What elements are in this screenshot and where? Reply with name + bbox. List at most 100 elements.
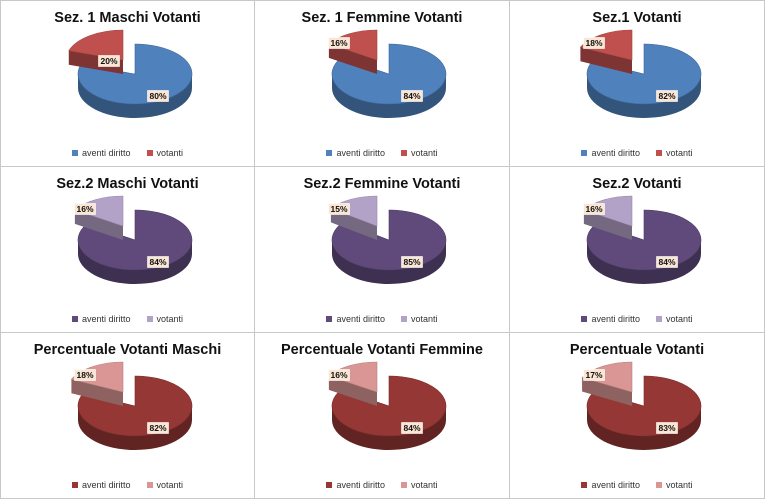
legend-swatch xyxy=(656,150,662,156)
slice-aventi-diritto-side xyxy=(587,240,701,284)
data-label-aventi-diritto: 85% xyxy=(403,257,420,267)
legend-item: votanti xyxy=(656,314,693,324)
legend-item: votanti xyxy=(656,148,693,158)
data-label-aventi-diritto: 84% xyxy=(403,423,420,433)
chart-legend: aventi diritto votanti xyxy=(255,148,509,158)
data-label-votanti-bg xyxy=(74,203,96,215)
legend-swatch xyxy=(656,316,662,322)
legend-swatch xyxy=(581,482,588,488)
slice-votanti-wall xyxy=(330,208,377,240)
legend-label: votanti xyxy=(411,480,438,490)
slice-votanti-wall xyxy=(580,47,632,74)
legend-swatch xyxy=(146,150,153,156)
chart-title: Sez.1 Votanti xyxy=(592,10,682,26)
data-label-aventi-diritto-bg xyxy=(656,256,678,268)
pie-chart: 82% 18% xyxy=(70,361,193,450)
slice-votanti-wall xyxy=(328,375,377,406)
chart-title: Sez. 1 Femmine Votanti xyxy=(301,10,463,26)
pie-chart: 84% 16% xyxy=(328,29,447,118)
slice-aventi-diritto-side xyxy=(587,406,701,450)
pie-chart: 82% 18% xyxy=(579,29,702,118)
data-label-aventi-diritto: 82% xyxy=(658,91,675,101)
legend-label: votanti xyxy=(666,314,693,324)
chart-legend: aventi diritto votanti xyxy=(1,314,254,324)
chart-title: Sez.2 Votanti xyxy=(592,176,682,192)
legend-swatch xyxy=(71,316,78,322)
chart-title: Sez.2 Femmine Votanti xyxy=(303,176,461,192)
pie-chart-panel: Sez. 1 Maschi Votanti 80% 20% aventi diritt… xyxy=(0,0,255,167)
data-label-votanti: 16% xyxy=(330,370,347,380)
pie-chart: 80% 20% xyxy=(68,29,193,118)
legend-item: aventi diritto xyxy=(71,148,131,158)
legend-item: votanti xyxy=(656,480,693,490)
data-label-votanti: 16% xyxy=(585,204,602,214)
legend-item: aventi diritto xyxy=(71,480,131,490)
slice-votanti-wall xyxy=(583,209,632,240)
data-label-aventi-diritto-bg xyxy=(147,422,169,434)
data-label-votanti: 18% xyxy=(585,38,602,48)
legend-swatch xyxy=(146,482,153,488)
slice-votanti-wall xyxy=(328,43,377,74)
legend-swatch xyxy=(71,482,78,488)
slice-aventi-diritto-side xyxy=(332,240,446,284)
slice-aventi-diritto-side xyxy=(332,74,446,118)
legend-swatch xyxy=(326,150,333,156)
legend-item: aventi diritto xyxy=(71,314,131,324)
pie-chart: 84% 16% xyxy=(583,195,702,284)
legend-item: votanti xyxy=(401,148,438,158)
slice-aventi-diritto-side xyxy=(78,406,192,450)
data-label-votanti: 16% xyxy=(76,204,93,214)
legend-label: votanti xyxy=(666,480,693,490)
data-label-aventi-diritto: 84% xyxy=(658,257,675,267)
data-label-aventi-diritto-bg xyxy=(656,422,678,434)
legend-label: aventi diritto xyxy=(81,148,131,158)
pie-chart: 84% 16% xyxy=(74,195,193,284)
legend-label: aventi diritto xyxy=(336,480,385,490)
chart-legend: aventi diritto votanti xyxy=(1,148,254,158)
pie-chart-panel: Sez.1 Votanti 82% 18% aventi diritto votanti xyxy=(509,0,765,167)
legend-label: aventi diritto xyxy=(336,314,385,324)
chart-legend: aventi diritto votanti xyxy=(255,480,509,490)
slice-votanti xyxy=(70,361,124,393)
legend-swatch xyxy=(401,150,407,156)
legend-label: votanti xyxy=(411,314,438,324)
legend-label: aventi diritto xyxy=(336,148,385,158)
data-label-aventi-diritto-bg xyxy=(401,90,423,102)
pie-chart: 83% 17% xyxy=(581,361,702,450)
data-label-votanti-bg xyxy=(328,37,350,49)
legend-item: aventi diritto xyxy=(326,314,385,324)
slice-votanti-wall xyxy=(68,50,123,74)
slice-votanti xyxy=(579,29,633,61)
legend-swatch xyxy=(401,316,407,322)
legend-item: votanti xyxy=(401,314,438,324)
slice-aventi-diritto-side xyxy=(587,74,701,118)
legend-item: votanti xyxy=(401,480,438,490)
data-label-aventi-diritto: 84% xyxy=(403,91,420,101)
pie-chart-panel: Sez. 1 Femmine Votanti 84% 16% aventi dirit… xyxy=(254,0,510,167)
slice-aventi-diritto-side xyxy=(332,406,446,450)
slice-votanti xyxy=(68,29,124,61)
legend-item: aventi diritto xyxy=(581,480,640,490)
legend-label: votanti xyxy=(156,148,184,158)
legend-label: aventi diritto xyxy=(591,148,640,158)
data-label-aventi-diritto: 80% xyxy=(149,91,166,101)
chart-title: Percentuale Votanti Maschi xyxy=(33,342,222,358)
legend-swatch xyxy=(71,150,78,156)
data-label-aventi-diritto: 82% xyxy=(149,423,166,433)
data-label-votanti: 18% xyxy=(76,370,93,380)
chart-title: Percentuale Votanti Femmine xyxy=(281,342,483,358)
legend-swatch xyxy=(581,316,588,322)
chart-title: Percentuale Votanti xyxy=(569,342,705,358)
data-label-votanti-bg xyxy=(583,369,605,381)
pie-chart-panel: Sez.2 Votanti 84% 16% aventi diritto votanti xyxy=(509,166,765,333)
data-label-votanti-bg xyxy=(583,37,605,49)
chart-legend: aventi diritto votanti xyxy=(510,148,764,158)
data-label-aventi-diritto: 83% xyxy=(658,423,675,433)
chart-legend: aventi diritto votanti xyxy=(255,314,509,324)
data-label-aventi-diritto-bg xyxy=(147,256,169,268)
slice-votanti-wall xyxy=(74,209,123,240)
data-label-aventi-diritto-bg xyxy=(656,90,678,102)
pie-chart-panel: Percentuale Votanti Maschi 82% 18% aventi d… xyxy=(0,332,255,499)
data-label-votanti: 20% xyxy=(100,56,117,66)
data-label-aventi-diritto-bg xyxy=(401,256,423,268)
